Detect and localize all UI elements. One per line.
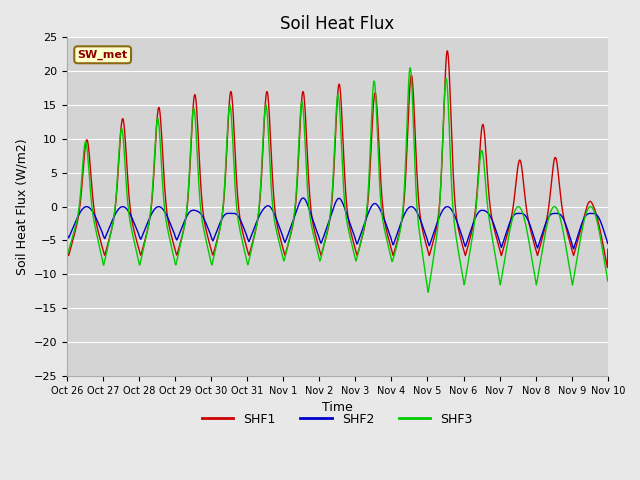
Line: SHF2: SHF2 (67, 198, 608, 249)
SHF1 (63, 246, 70, 252)
Legend: SHF1, SHF2, SHF3: SHF1, SHF2, SHF3 (197, 408, 477, 431)
SHF2 (63, 231, 70, 237)
SHF1 (170, 242, 178, 248)
SHF1 (183, 205, 191, 211)
SHF2 (540, 226, 548, 231)
SHF1 (244, 248, 252, 254)
SHF3 (540, 236, 548, 242)
SHF2 (183, 213, 191, 218)
SHF3 (63, 249, 70, 254)
Text: SW_met: SW_met (77, 49, 128, 60)
SHF1 (604, 246, 612, 252)
X-axis label: Time: Time (322, 401, 353, 414)
Y-axis label: Soil Heat Flux (W/m2): Soil Heat Flux (W/m2) (15, 138, 28, 275)
SHF1 (604, 265, 611, 271)
Line: SHF3: SHF3 (67, 68, 608, 292)
SHF3 (493, 260, 500, 266)
SHF3 (170, 255, 178, 261)
SHF1 (540, 229, 548, 235)
SHF3 (424, 289, 432, 295)
SHF2 (170, 230, 178, 236)
Title: Soil Heat Flux: Soil Heat Flux (280, 15, 394, 33)
SHF2 (570, 246, 577, 252)
SHF2 (244, 236, 252, 241)
SHF2 (492, 228, 500, 234)
SHF1 (492, 233, 500, 239)
SHF1 (444, 48, 451, 54)
SHF3 (422, 272, 429, 277)
Line: SHF1: SHF1 (67, 51, 608, 268)
SHF3 (604, 278, 612, 284)
SHF3 (406, 65, 414, 71)
SHF3 (244, 262, 252, 267)
SHF3 (183, 203, 191, 209)
SHF2 (300, 195, 307, 201)
SHF2 (422, 231, 429, 237)
SHF2 (604, 240, 612, 246)
SHF1 (421, 238, 429, 243)
